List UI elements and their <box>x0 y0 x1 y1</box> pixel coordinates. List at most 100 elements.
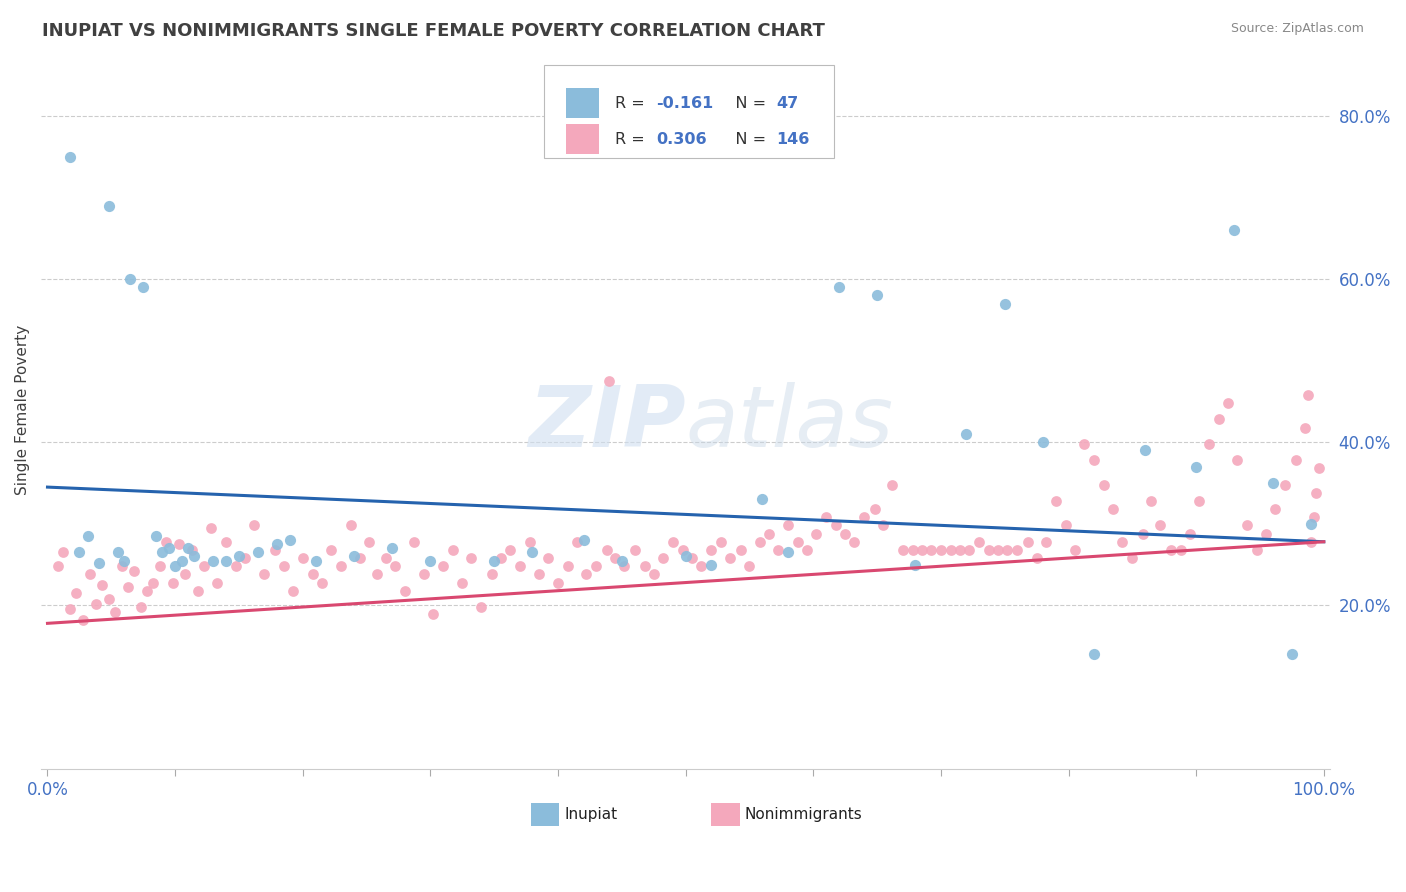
Point <box>460 551 482 566</box>
Point <box>522 545 544 559</box>
Point <box>748 534 770 549</box>
Point <box>1025 551 1047 566</box>
Point <box>343 549 366 564</box>
Point <box>1299 534 1322 549</box>
Point <box>1102 502 1125 516</box>
Point <box>1121 551 1143 566</box>
Text: Source: ZipAtlas.com: Source: ZipAtlas.com <box>1230 22 1364 36</box>
Point <box>200 521 222 535</box>
FancyBboxPatch shape <box>544 65 834 159</box>
Point <box>67 545 90 559</box>
Point <box>481 567 503 582</box>
Text: 146: 146 <box>776 132 810 147</box>
Point <box>441 542 464 557</box>
Point <box>1032 435 1054 450</box>
Point <box>132 280 155 294</box>
Point <box>319 542 342 557</box>
Point <box>718 551 741 566</box>
Point <box>155 534 177 549</box>
Point <box>994 296 1017 310</box>
Text: 47: 47 <box>776 95 799 111</box>
Point <box>613 559 636 574</box>
Point <box>758 526 780 541</box>
Text: Nonimmigrants: Nonimmigrants <box>745 807 863 822</box>
Point <box>366 567 388 582</box>
Point <box>853 510 876 524</box>
Point <box>949 542 972 557</box>
Point <box>72 613 94 627</box>
Y-axis label: Single Female Poverty: Single Female Poverty <box>15 325 30 495</box>
Point <box>91 578 114 592</box>
Point <box>162 575 184 590</box>
Point <box>1299 516 1322 531</box>
Point <box>557 559 579 574</box>
Point <box>149 559 172 574</box>
Point <box>482 553 505 567</box>
Point <box>575 567 598 582</box>
Point <box>565 534 588 549</box>
Point <box>891 542 914 557</box>
Point <box>117 581 139 595</box>
Point <box>519 534 541 549</box>
Point <box>796 542 818 557</box>
Text: -0.161: -0.161 <box>657 95 713 111</box>
Point <box>939 542 962 557</box>
Point <box>384 559 406 574</box>
Point <box>97 591 120 606</box>
Point <box>1178 526 1201 541</box>
Text: N =: N = <box>720 132 772 147</box>
Point <box>1208 412 1230 426</box>
Point <box>776 545 799 559</box>
Point <box>167 537 190 551</box>
Point <box>165 559 187 574</box>
Point <box>1083 453 1105 467</box>
Point <box>77 529 100 543</box>
Point <box>955 427 977 442</box>
Point <box>498 542 520 557</box>
Point <box>710 534 733 549</box>
Point <box>911 542 934 557</box>
Point <box>1261 476 1284 491</box>
Point <box>681 551 703 566</box>
Point <box>509 559 531 574</box>
Point <box>690 559 713 574</box>
Point <box>1246 542 1268 557</box>
Point <box>349 551 371 566</box>
Point <box>243 518 266 533</box>
Point <box>107 545 129 559</box>
Point <box>979 542 1001 557</box>
Point <box>598 374 620 388</box>
Point <box>700 558 723 572</box>
Point <box>1298 388 1320 402</box>
Point <box>1308 461 1330 475</box>
Text: 0.306: 0.306 <box>657 132 707 147</box>
Point <box>187 583 209 598</box>
Point <box>866 288 889 302</box>
Point <box>766 542 789 557</box>
Point <box>402 534 425 549</box>
Point <box>1185 459 1208 474</box>
Point <box>825 518 848 533</box>
Text: INUPIAT VS NONIMMIGRANTS SINGLE FEMALE POVERTY CORRELATION CHART: INUPIAT VS NONIMMIGRANTS SINGLE FEMALE P… <box>42 22 825 40</box>
Point <box>84 597 107 611</box>
Point <box>291 551 314 566</box>
Point <box>787 534 810 549</box>
Point <box>193 559 215 574</box>
Point <box>170 553 193 567</box>
Point <box>1305 485 1327 500</box>
Point <box>470 600 492 615</box>
Point <box>828 280 851 294</box>
Point <box>1256 526 1278 541</box>
Point <box>1111 534 1133 549</box>
Text: R =: R = <box>614 95 650 111</box>
Point <box>413 567 436 582</box>
Point <box>572 533 595 548</box>
Point <box>662 534 685 549</box>
Point <box>1149 518 1171 533</box>
FancyBboxPatch shape <box>711 803 740 826</box>
Point <box>65 586 87 600</box>
Point <box>253 567 276 582</box>
Point <box>225 559 247 574</box>
Point <box>987 542 1010 557</box>
Point <box>422 607 444 621</box>
